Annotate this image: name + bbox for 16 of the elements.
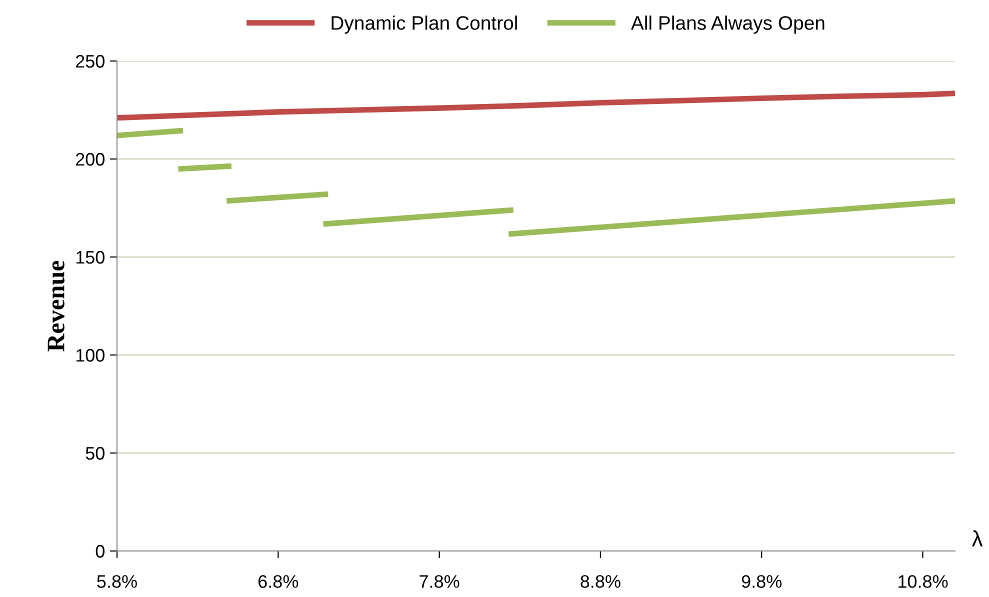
y-tick-label: 250 (76, 54, 104, 68)
y-tick-label: 200 (76, 152, 104, 166)
x-tick-label: 8.8% (580, 575, 620, 588)
y-tick-label: 0 (96, 544, 104, 558)
x-tick-label: 9.8% (742, 575, 782, 588)
x-axis-title: λ (972, 530, 983, 546)
x-tick-label: 6.8% (258, 575, 298, 588)
y-axis-title: Revenue (48, 260, 64, 352)
x-tick-label: 7.8% (420, 575, 460, 588)
legend-label: Dynamic Plan Control (332, 16, 517, 34)
x-tick-label: 5.8% (97, 575, 137, 588)
legend-label: All Plans Always Open (630, 16, 824, 34)
y-tick-label: 150 (76, 250, 104, 264)
y-tick-label: 50 (86, 446, 104, 460)
y-tick-label: 100 (76, 348, 104, 362)
x-tick-label: 10.8% (898, 575, 948, 588)
